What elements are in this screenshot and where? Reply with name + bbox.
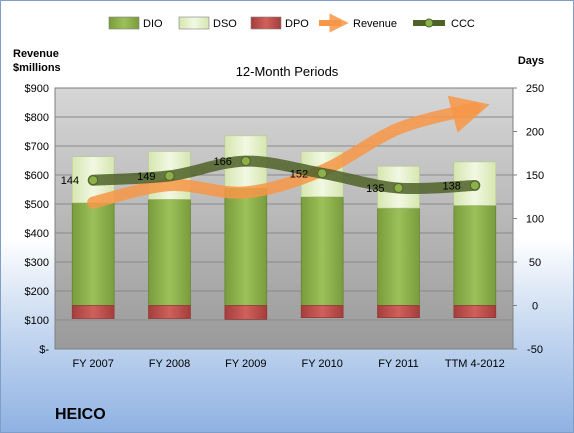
y-right-label: Days (518, 55, 544, 67)
x-tick-label: TTM 4-2012 (445, 358, 505, 370)
revenue-series (87, 95, 490, 209)
ccc-point (317, 168, 328, 179)
ccc-point (469, 180, 480, 191)
y-left-tick-label: $900 (25, 83, 49, 95)
bar-dpo (224, 305, 268, 320)
x-tick-label: FY 2007 (72, 358, 113, 370)
legend-label-revenue: Revenue (353, 18, 397, 30)
x-tick-label: FY 2008 (149, 358, 190, 370)
y-left-tick-label: $600 (25, 170, 49, 182)
bar-dpo (300, 305, 344, 318)
ccc-data-label: 144 (61, 175, 79, 187)
y-left-tick-label: $- (39, 344, 49, 356)
y-right-tick-label: 0 (532, 301, 538, 313)
plot-area (54, 87, 514, 350)
y-right-tick-label: 50 (529, 257, 541, 269)
company-name: HEICO (55, 406, 106, 423)
ccc-line (87, 155, 481, 195)
legend: DIO DSO DPO Revenue CCC (108, 13, 475, 33)
ccc-point (88, 175, 99, 186)
chart-title: 12-Month Periods (236, 64, 339, 79)
legend-label-dso: DSO (213, 18, 237, 30)
legend-marker-ccc (424, 18, 434, 28)
bar-dio (148, 199, 191, 306)
ccc-point (240, 156, 251, 167)
bar-dio (224, 187, 268, 306)
y-left-tick-label: $100 (25, 315, 49, 327)
y-right-tick-label: 250 (526, 83, 544, 95)
ccc-data-label: 152 (290, 168, 308, 180)
legend-swatch-dio (108, 16, 140, 30)
legend-label-dio: DIO (143, 18, 163, 30)
y-left-tick-label: $300 (25, 257, 49, 269)
legend-label-dpo: DPO (285, 18, 309, 30)
bar-dio (453, 205, 497, 306)
legend-label-ccc: CCC (451, 18, 475, 30)
bar-dio (377, 207, 420, 306)
y-left-label-line1: Revenue (13, 48, 59, 60)
bar-dpo (377, 305, 420, 318)
y-left-tick-label: $400 (25, 228, 49, 240)
y-right-tick-label: 200 (526, 127, 544, 139)
legend-swatch-dpo (250, 16, 282, 30)
ccc-series: 144 149 166 152 135 138 (61, 155, 481, 195)
bar-dio (300, 196, 344, 306)
bar-dpo (71, 305, 115, 319)
ccc-data-label: 166 (213, 156, 231, 168)
legend-swatch-dso (178, 16, 210, 30)
bar-dio (71, 202, 115, 306)
revenue-line (87, 95, 490, 209)
y-left-tick-label: $200 (25, 286, 49, 298)
y-right-tick-label: 100 (526, 214, 544, 226)
ccc-point (393, 183, 404, 194)
y-left-tick-label: $700 (25, 141, 49, 153)
y-right-tick-label: -50 (527, 344, 543, 356)
y-left-tick-label: $800 (25, 112, 49, 124)
bars (71, 135, 497, 320)
bar-dpo (148, 305, 191, 319)
y-right-tick-label: 150 (526, 170, 544, 182)
ccc-data-label: 138 (442, 180, 460, 192)
y-left-tick-label: $500 (25, 199, 49, 211)
x-tick-label: FY 2011 (378, 358, 419, 370)
ccc-data-label: 135 (366, 183, 384, 195)
y-left-label-line2: $millions (13, 62, 61, 74)
ccc-data-label: 149 (137, 171, 155, 183)
x-tick-label: FY 2010 (301, 358, 342, 370)
ccc-point (164, 170, 175, 181)
axes: $- $100 $200 $300 $400 $500 $600 $700 $800 $900 -5… (25, 83, 545, 370)
bar-dpo (453, 305, 497, 318)
x-tick-label: FY 2009 (225, 358, 266, 370)
